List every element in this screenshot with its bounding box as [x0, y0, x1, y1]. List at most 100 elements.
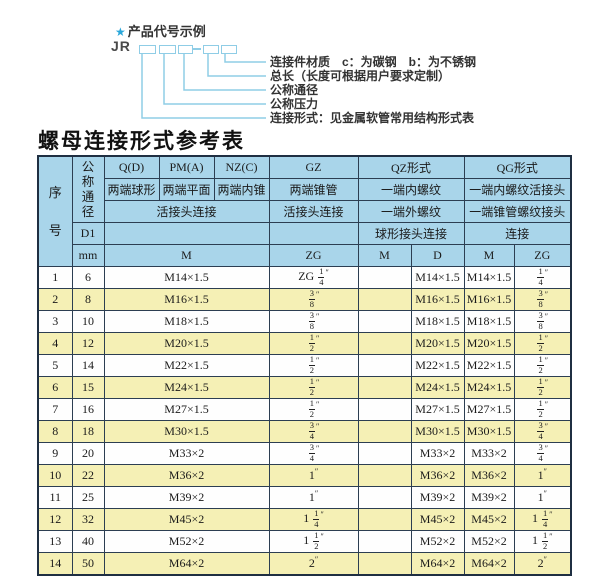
header-qz-desc2: 一端外螺纹	[357, 200, 465, 223]
cell-qg-zg: 3 4 ″	[513, 420, 572, 443]
cell-qz-m	[357, 442, 412, 465]
table-row: 11 25 M39×2 1″ M39×2 M39×2 1″	[37, 486, 572, 509]
callout-lines	[141, 54, 266, 119]
code-box-2	[159, 45, 176, 54]
cell-gz: ZG 1 4 ″	[268, 266, 359, 289]
header-union-conn: 活接头连接	[103, 200, 270, 223]
cell-gz: 1″	[268, 464, 359, 487]
cell-gz: 3 4 ″	[268, 420, 359, 443]
cell-seq: 4	[37, 332, 73, 355]
cell-dn: 14	[71, 354, 105, 377]
header-qg-conn: 连接	[463, 222, 572, 245]
cell-seq: 14	[37, 552, 73, 576]
cell-qz-d: M52×2	[410, 530, 465, 553]
header-ball-conn: 球形接头连接	[357, 222, 465, 245]
header-qz-desc1: 一端内螺纹	[357, 178, 465, 201]
cell-qz-d: M45×2	[410, 508, 465, 531]
cell-gz: 1 2 ″	[268, 332, 359, 355]
cell-qg-zg: 1 1 2 ″	[513, 530, 572, 553]
cell-qz-m	[357, 354, 412, 377]
cell-qg-m: M52×2	[463, 530, 515, 553]
cell-qz-d: M64×2	[410, 552, 465, 576]
callout-nominal-pressure: 公称压力	[270, 97, 319, 111]
cell-seq: 1	[37, 266, 73, 289]
cell-dn: 12	[71, 332, 105, 355]
cell-qg-m: M22×1.5	[463, 354, 515, 377]
star-icon: ★	[115, 25, 126, 39]
table-row: 6 15 M24×1.5 1 2 ″ M24×1.5 M24×1.5 1 2 ″	[37, 376, 572, 399]
cell-dn: 22	[71, 464, 105, 487]
callout-material: 连接件材质 c：为碳钢 b：为不锈钢	[270, 55, 477, 69]
header-qz: QZ形式	[357, 155, 465, 179]
code-box-3	[178, 45, 193, 54]
cell-m: M22×1.5	[103, 354, 270, 377]
cell-gz: 1 2 ″	[268, 398, 359, 421]
table-row: 13 40 M52×2 1 1 2 ″ M52×2 M52×2 1 1 2 ″	[37, 530, 572, 553]
cell-qz-m	[357, 310, 412, 333]
cell-seq: 6	[37, 376, 73, 399]
cell-qz-m	[357, 288, 412, 311]
cell-m: M52×2	[103, 530, 270, 553]
callout-connection-form: 连接形式：见金属软管常用结构形式表	[270, 111, 475, 125]
cell-gz: 1 1 4 ″	[268, 508, 359, 531]
cell-gz: 3 8 ″	[268, 310, 359, 333]
cell-qg-zg: 1 2 ″	[513, 376, 572, 399]
cell-dn: 32	[71, 508, 105, 531]
cell-qz-d: M39×2	[410, 486, 465, 509]
cell-qz-m	[357, 332, 412, 355]
product-code-heading-text: 产品代号示例	[127, 24, 206, 39]
cell-m: M45×2	[103, 508, 270, 531]
cell-dn: 40	[71, 530, 105, 553]
product-code-prefix: JR	[111, 38, 131, 54]
cell-qz-m	[357, 420, 412, 443]
code-dash	[193, 48, 201, 50]
header-blank-gz	[268, 222, 359, 245]
cell-m: M20×1.5	[103, 332, 270, 355]
table-row: 10 22 M36×2 1″ M36×2 M36×2 1″	[37, 464, 572, 487]
table-row: 2 8 M16×1.5 3 8 ″ M16×1.5 M16×1.5 3 8 ″	[37, 288, 572, 311]
header-pma: PM(A)	[158, 155, 215, 179]
cell-qg-m: M14×1.5	[463, 266, 515, 289]
cell-seq: 5	[37, 354, 73, 377]
cell-qg-zg: 1 2 ″	[513, 354, 572, 377]
header-qg-zg: ZG	[513, 244, 572, 267]
cell-seq: 11	[37, 486, 73, 509]
cell-seq: 3	[37, 310, 73, 333]
header-mm: mm	[71, 244, 105, 267]
header-qz-d: D	[410, 244, 465, 267]
header-gz-conn: 活接头连接	[268, 200, 359, 223]
cell-m: M24×1.5	[103, 376, 270, 399]
header-blank-m	[103, 222, 270, 245]
cell-qg-zg: 1″	[513, 486, 572, 509]
cell-seq: 13	[37, 530, 73, 553]
cell-qz-d: M22×1.5	[410, 354, 465, 377]
cell-qz-d: M18×1.5	[410, 310, 465, 333]
cell-qg-m: M30×1.5	[463, 420, 515, 443]
cell-gz: 2″	[268, 552, 359, 576]
cell-qz-m	[357, 398, 412, 421]
cell-qg-m: M36×2	[463, 464, 515, 487]
cell-qz-d: M20×1.5	[410, 332, 465, 355]
table-row: 4 12 M20×1.5 1 2 ″ M20×1.5 M20×1.5 1 2 ″	[37, 332, 572, 355]
cell-qg-zg: 1 2 ″	[513, 332, 572, 355]
header-qg-desc2: 一端锥管螺纹接头	[463, 200, 572, 223]
cell-gz: 1 1 2 ″	[268, 530, 359, 553]
cell-qz-d: M27×1.5	[410, 398, 465, 421]
header-dn: 公称通径	[71, 155, 105, 223]
cell-qz-d: M30×1.5	[410, 420, 465, 443]
cell-qg-zg: 1″	[513, 464, 572, 487]
cell-qg-m: M18×1.5	[463, 310, 515, 333]
cell-dn: 18	[71, 420, 105, 443]
cell-dn: 16	[71, 398, 105, 421]
cell-qg-zg: 1 1 4 ″	[513, 508, 572, 531]
cell-qg-m: M39×2	[463, 486, 515, 509]
cell-qz-m	[357, 508, 412, 531]
reference-table: 序号 公称通径 Q(D) PM(A) NZ(C) GZ QZ形式 QG形式 两端…	[37, 155, 572, 576]
code-box-1	[139, 45, 156, 54]
cell-dn: 8	[71, 288, 105, 311]
header-nzc-desc: 两端内锥	[213, 178, 270, 201]
cell-qz-d: M36×2	[410, 464, 465, 487]
cell-qz-d: M16×1.5	[410, 288, 465, 311]
header-qd: Q(D)	[103, 155, 160, 179]
cell-qz-m	[357, 530, 412, 553]
